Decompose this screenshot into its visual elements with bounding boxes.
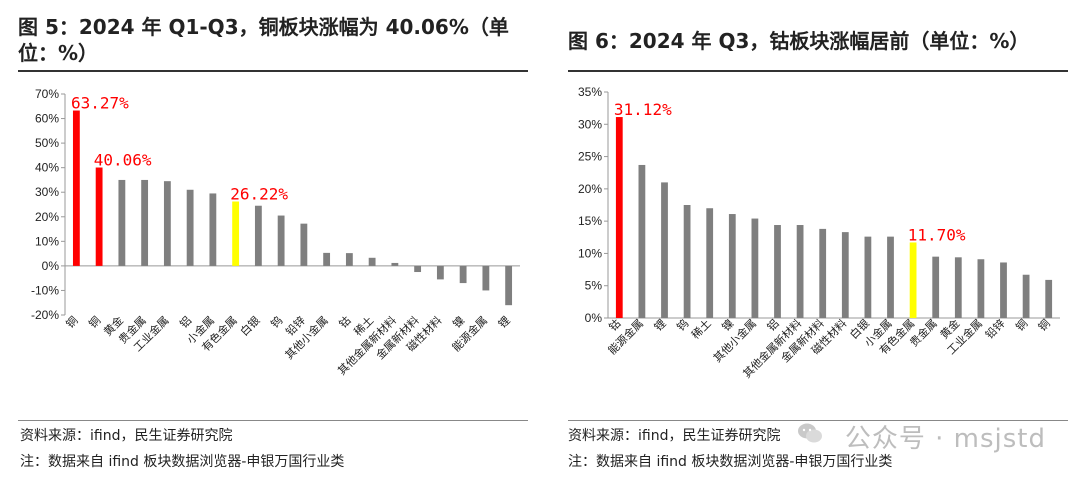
footer-rule	[568, 420, 1068, 421]
y-tick-label: 40%	[35, 161, 59, 175]
bar	[1000, 262, 1007, 318]
data-label: 11.70%	[908, 225, 966, 244]
x-tick-label: 钨	[268, 314, 285, 331]
y-tick-label: 25%	[578, 150, 602, 164]
y-tick-label: 60%	[35, 112, 59, 126]
data-label: 31.12%	[614, 100, 672, 119]
bar	[977, 259, 985, 318]
bar	[277, 215, 285, 266]
bar	[841, 232, 849, 318]
x-tick-label: 白银	[237, 313, 262, 338]
x-tick-label: 铝	[764, 316, 782, 334]
bar	[459, 265, 467, 284]
watermark: 公众号 · msjstd	[844, 424, 1046, 454]
x-tick-label: 镍	[450, 313, 468, 331]
source-note: 资料来源：ifind，民生证券研究院	[20, 428, 233, 444]
bar	[414, 265, 422, 273]
data-note: 注：数据来自 ifind 板块数据浏览器-申银万国行业类	[568, 454, 893, 470]
footer-rule	[18, 420, 528, 421]
bar	[186, 189, 194, 266]
y-tick-label: 5%	[585, 279, 603, 293]
bar	[118, 179, 126, 266]
bar	[954, 257, 962, 318]
x-tick-label: 镍	[719, 316, 737, 334]
y-tick-label: 10%	[35, 234, 59, 248]
bar	[706, 208, 714, 318]
bar	[323, 252, 331, 266]
left-bar-chart: -20%-10%0%10%20%30%40%50%60%70%铜 铜黄金贵金属工业…	[31, 87, 520, 378]
bar	[1022, 274, 1030, 318]
data-label: 26.22%	[230, 185, 288, 204]
y-tick-label: 35%	[578, 85, 602, 99]
data-note: 注：数据来自 ifind 板块数据浏览器-申银万国行业类	[20, 454, 345, 470]
bar	[728, 214, 736, 318]
y-tick-label: 50%	[35, 136, 59, 150]
bar	[638, 164, 646, 318]
x-tick-label: 铜	[63, 313, 81, 331]
bar	[661, 182, 668, 318]
bar	[163, 181, 171, 266]
bar	[141, 179, 149, 266]
bar	[1045, 279, 1053, 318]
y-tick-label: 10%	[578, 246, 602, 260]
title-rule	[18, 70, 528, 72]
y-tick-label: -20%	[31, 308, 59, 322]
chart-title: 图 6：2024 年 Q3，钴板块涨幅居前（单位：%）	[568, 29, 1030, 53]
x-tick-label: 钴	[606, 316, 624, 334]
bar	[751, 218, 759, 318]
bar	[391, 262, 399, 266]
x-tick-label: 铜	[1013, 316, 1031, 334]
bar	[909, 242, 917, 318]
y-tick-label: -10%	[31, 283, 59, 297]
bar	[368, 257, 376, 266]
bar	[95, 167, 103, 266]
y-tick-label: 20%	[578, 182, 602, 196]
source-note: 资料来源：ifind，民生证券研究院	[568, 428, 781, 444]
bar	[72, 110, 80, 266]
x-tick-label: 铜	[86, 313, 104, 331]
bar	[683, 205, 691, 318]
left-chart-panel: 图 5：2024 年 Q1-Q3，铜板块涨幅为 40.06%（单位：%） -20…	[18, 15, 528, 470]
bar	[819, 228, 827, 318]
x-tick-label: 钨	[674, 317, 691, 334]
y-tick-label: 15%	[578, 214, 602, 228]
x-tick-label: 钴	[336, 313, 354, 331]
data-label: 63.27%	[71, 94, 129, 113]
bar	[615, 117, 623, 318]
data-label: 40.06%	[94, 151, 152, 170]
chart-title: 图 5：2024 年 Q1-Q3，铜板块涨幅为 40.06%（单位：%）	[18, 15, 509, 65]
y-tick-label: 0%	[42, 259, 60, 273]
y-tick-label: 30%	[35, 185, 59, 199]
bar	[209, 193, 217, 266]
bar	[254, 205, 262, 266]
bar	[864, 236, 872, 318]
x-tick-label: 锂	[651, 316, 669, 334]
x-tick-label: 铅锌	[982, 316, 1007, 341]
bar	[300, 223, 308, 266]
bar	[887, 236, 894, 318]
x-tick-label: 铝	[177, 313, 195, 331]
x-tick-label: 稀土	[689, 317, 714, 342]
bar	[774, 225, 781, 318]
bar	[436, 265, 444, 280]
title-rule	[568, 70, 1068, 72]
right-chart-panel: 图 6：2024 年 Q3，钴板块涨幅居前（单位：%） 0% 5% 10% 15% 20…	[548, 0, 1080, 477]
x-tick-label: 锂	[495, 313, 513, 331]
bar	[505, 265, 513, 306]
bar	[796, 225, 804, 318]
bar	[932, 256, 940, 318]
bar	[482, 265, 490, 291]
right-bar-chart: 0%5%10%15%20%25%30%35%钴能源金属锂钨稀土 镍其他小金属 铝其他…	[578, 85, 1060, 381]
bar	[232, 201, 240, 266]
bar	[345, 253, 353, 266]
y-tick-label: 70%	[35, 87, 59, 101]
wechat-icon	[798, 423, 822, 443]
x-tick-label: 其他小金属	[282, 313, 331, 362]
x-tick-label: 其他小金属	[710, 316, 759, 365]
y-tick-label: 30%	[578, 117, 602, 131]
y-tick-label: 0%	[585, 311, 603, 325]
x-tick-label: 铜	[1035, 316, 1053, 334]
y-tick-label: 20%	[35, 210, 59, 224]
